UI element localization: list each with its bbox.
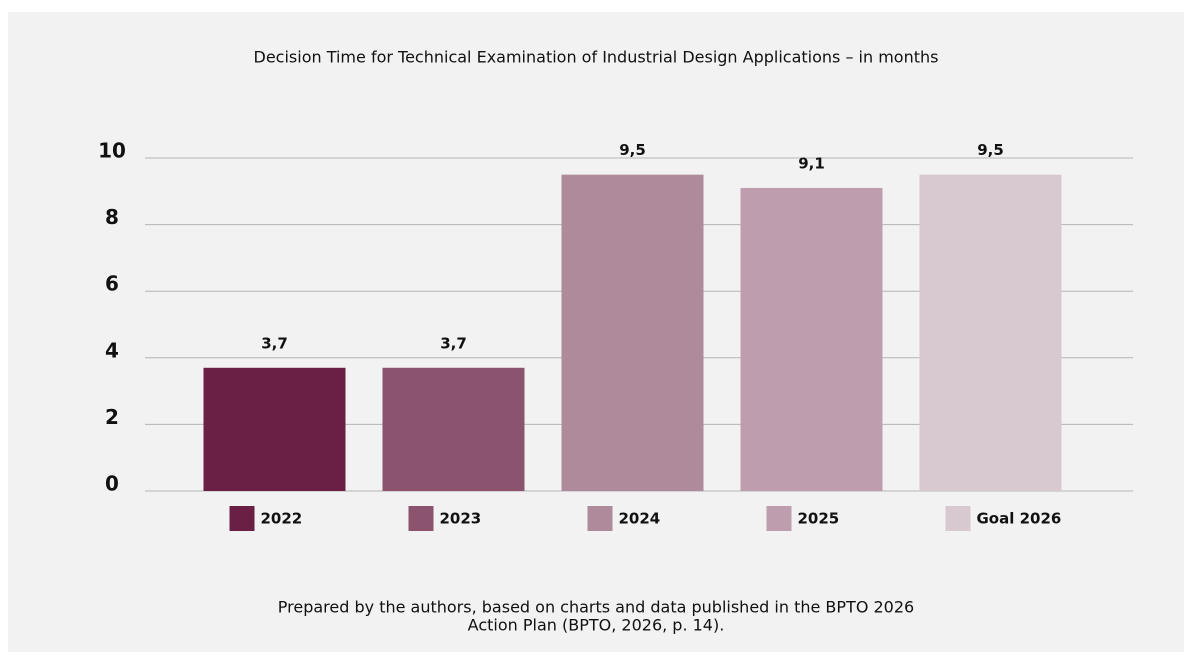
legend-swatch — [408, 506, 434, 531]
legend-label: 2022 — [261, 510, 303, 528]
value-label: 9,5 — [977, 141, 1004, 159]
value-label: 9,5 — [619, 141, 646, 159]
y-tick-label: 6 — [105, 272, 119, 296]
bar — [561, 174, 704, 491]
legend-swatch — [945, 506, 971, 531]
legend-swatch — [229, 506, 255, 531]
y-tick-label: 10 — [98, 139, 126, 163]
y-tick-label: 4 — [105, 338, 119, 362]
value-label: 3,7 — [261, 334, 288, 352]
bar — [203, 367, 346, 491]
value-label: 3,7 — [440, 334, 467, 352]
bar — [740, 187, 883, 491]
legend-label: 2023 — [440, 510, 482, 528]
value-label: 9,1 — [798, 154, 825, 172]
legend-swatch — [587, 506, 613, 531]
y-tick-label: 2 — [105, 405, 119, 429]
y-tick-label: 0 — [105, 472, 119, 496]
footer: Prepared by the authors, based on charts… — [278, 598, 914, 617]
legend-label: 2024 — [619, 510, 661, 528]
chart-title: Decision Time for Technical Examination … — [254, 48, 939, 67]
legend-swatch — [766, 506, 792, 531]
footer: Action Plan (BPTO, 2026, p. 14). — [468, 616, 725, 635]
legend-label: Goal 2026 — [977, 510, 1062, 528]
bar — [382, 367, 525, 491]
bar — [919, 174, 1062, 491]
legend-label: 2025 — [798, 510, 840, 528]
y-tick-label: 8 — [105, 205, 119, 229]
